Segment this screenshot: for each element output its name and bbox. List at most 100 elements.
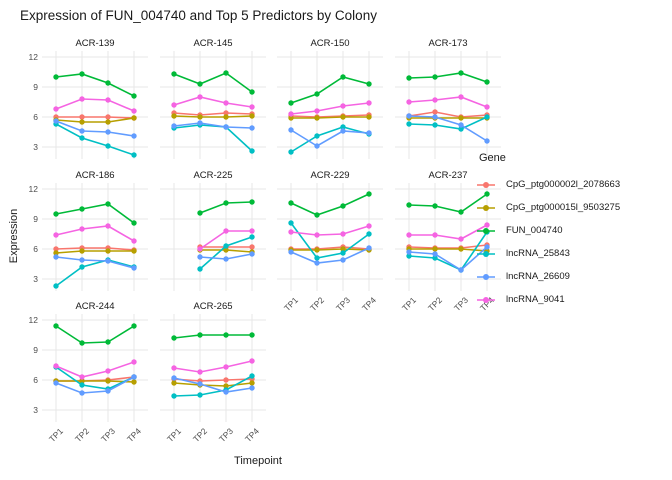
data-point-CpG_ptg000002l_2078663 [432, 109, 438, 115]
data-point-lncRNA_26609 [432, 114, 438, 120]
series-line-lncRNA_26609 [173, 122, 253, 129]
facet-strip-ACR-237: ACR-237 [428, 170, 468, 181]
series-line-FUN_004740 [290, 193, 370, 216]
facet-strip-ACR-139: ACR-139 [75, 38, 115, 49]
series-line-lncRNA_25843 [55, 123, 135, 156]
data-point-lncRNA_25843 [223, 243, 229, 249]
data-point-lncRNA_9041 [53, 232, 59, 238]
data-point-CpG_ptg000015l_9503275 [366, 114, 372, 120]
data-point-lncRNA_25843 [432, 122, 438, 128]
data-point-lncRNA_25843 [432, 255, 438, 261]
legend-entry-FUN_004740: FUN_004740 [476, 219, 670, 242]
data-point-FUN_004740 [406, 75, 412, 81]
data-point-lncRNA_9041 [105, 223, 111, 229]
data-point-FUN_004740 [197, 332, 203, 338]
data-point-FUN_004740 [171, 335, 177, 341]
facet-strip-ACR-229: ACR-229 [310, 170, 350, 181]
data-point-lncRNA_9041 [131, 238, 137, 244]
y-tick-label: 6 [33, 112, 38, 122]
series-line-lncRNA_9041 [408, 96, 488, 108]
facet-panel-ACR-150 [277, 51, 383, 159]
data-point-FUN_004740 [197, 210, 203, 216]
series-line-lncRNA_9041 [173, 96, 253, 108]
data-point-lncRNA_26609 [53, 254, 59, 260]
y-tick-label: 3 [33, 274, 38, 284]
data-point-FUN_004740 [406, 202, 412, 208]
legend-entry-lncRNA_26609: lncRNA_26609 [476, 265, 670, 288]
data-point-lncRNA_26609 [131, 133, 137, 139]
facet-panel-ACR-265 [160, 314, 266, 422]
data-point-lncRNA_25843 [288, 220, 294, 226]
legend: Gene CpG_ptg000002l_2078663 CpG_ptg000015… [476, 152, 670, 311]
data-point-CpG_ptg000015l_9503275 [432, 246, 438, 252]
data-point-lncRNA_9041 [223, 364, 229, 370]
series-line-FUN_004740 [55, 203, 135, 224]
series-line-CpG_ptg000002l_2078663 [291, 246, 370, 250]
data-point-lncRNA_25843 [340, 124, 346, 130]
data-point-lncRNA_26609 [484, 138, 490, 144]
facet-panel-ACR-139 [42, 51, 148, 159]
series-line-lncRNA_26609 [290, 247, 370, 264]
data-point-CpG_ptg000015l_9503275 [314, 115, 320, 121]
y-tick-label: 9 [33, 345, 38, 355]
data-point-lncRNA_25843 [249, 234, 255, 240]
series-line-FUN_004740 [408, 193, 488, 213]
data-point-lncRNA_25843 [249, 373, 255, 379]
data-point-lncRNA_26609 [484, 244, 490, 250]
data-point-FUN_004740 [171, 71, 177, 77]
facet-panel-ACR-225 [160, 183, 266, 291]
data-point-CpG_ptg000015l_9503275 [458, 246, 464, 252]
y-axis-title: Expression [8, 208, 20, 264]
data-point-FUN_004740 [340, 74, 346, 80]
y-tick-label: 12 [28, 315, 38, 325]
data-point-FUN_004740 [288, 100, 294, 106]
data-point-CpG_ptg000015l_9503275 [131, 379, 137, 385]
data-point-lncRNA_26609 [314, 143, 320, 149]
series-line-CpG_ptg000015l_9503275 [56, 380, 135, 383]
x-tick-label: TP4 [242, 426, 262, 445]
data-point-FUN_004740 [79, 71, 85, 77]
data-point-FUN_004740 [53, 74, 59, 80]
facet-panel-ACR-244 [42, 314, 148, 422]
data-point-CpG_ptg000015l_9503275 [223, 247, 229, 253]
data-point-lncRNA_26609 [171, 375, 177, 381]
series-line-lncRNA_25843 [55, 259, 135, 287]
data-point-lncRNA_26609 [288, 249, 294, 255]
x-tick-label: TP2 [72, 426, 92, 445]
data-point-lncRNA_9041 [288, 229, 294, 235]
series-line-lncRNA_9041 [290, 102, 370, 115]
data-point-lncRNA_9041 [171, 365, 177, 371]
legend-entries: CpG_ptg000002l_2078663 CpG_ptg000015l_950… [476, 173, 670, 311]
series-line-lncRNA_26609 [408, 246, 488, 271]
data-point-lncRNA_26609 [79, 128, 85, 134]
legend-label: lncRNA_26609 [506, 271, 570, 282]
data-point-lncRNA_9041 [484, 104, 490, 110]
legend-label: FUN_004740 [506, 225, 563, 236]
series-line-CpG_ptg000002l_2078663 [55, 247, 135, 251]
data-point-lncRNA_25843 [406, 121, 412, 127]
data-point-lncRNA_9041 [484, 222, 490, 228]
series-line-FUN_004740 [173, 72, 253, 93]
facet-panel-ACR-186 [42, 183, 148, 291]
data-point-lncRNA_9041 [288, 111, 294, 117]
data-point-lncRNA_9041 [131, 359, 137, 365]
data-point-FUN_004740 [53, 323, 59, 329]
data-point-lncRNA_9041 [314, 232, 320, 238]
data-point-lncRNA_9041 [79, 374, 85, 380]
data-point-CpG_ptg000015l_9503275 [79, 119, 85, 125]
data-point-CpG_ptg000015l_9503275 [171, 380, 177, 386]
data-point-FUN_004740 [131, 323, 137, 329]
data-point-CpG_ptg000015l_9503275 [53, 250, 59, 256]
data-point-lncRNA_9041 [340, 231, 346, 237]
data-point-FUN_004740 [484, 79, 490, 85]
series-line-lncRNA_9041 [55, 98, 135, 112]
facet-strip-ACR-150: ACR-150 [310, 38, 350, 49]
data-point-lncRNA_26609 [197, 120, 203, 126]
data-point-lncRNA_9041 [432, 232, 438, 238]
data-point-lncRNA_9041 [223, 100, 229, 106]
data-point-lncRNA_25843 [314, 133, 320, 139]
series-line-lncRNA_9041 [409, 224, 488, 240]
data-point-lncRNA_26609 [105, 258, 111, 264]
x-tick-label: TP1 [164, 426, 184, 445]
